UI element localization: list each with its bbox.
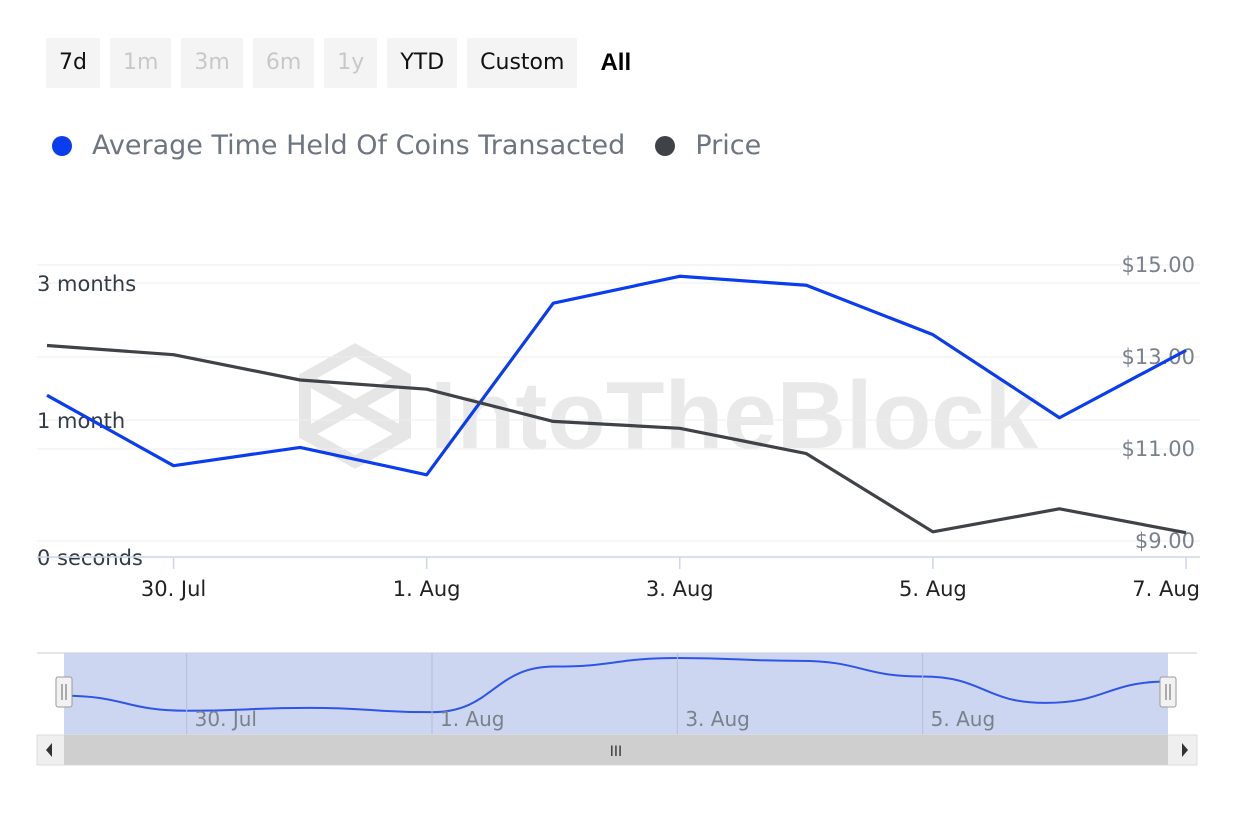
navigator-right-handle[interactable] [1159,676,1177,708]
watermark-text: IntoTheBlock [430,362,1039,469]
right-tick-label: $15.00 [1122,253,1195,277]
x-tick-label: 7. Aug [1132,577,1200,601]
series-group [46,274,1187,535]
navigator-label: 30. Jul [195,707,257,731]
legend-label: Average Time Held Of Coins Transacted [92,130,626,161]
legend-dot-icon [655,135,676,156]
x-axis: 30. Jul 1. Aug 3. Aug 5. Aug 7. Aug [37,556,1200,601]
navigator-selection [64,653,1168,735]
x-tick-label: 3. Aug [646,577,714,601]
scrollbar-grip-icon: III [610,744,622,760]
scrollbar-thumb [64,735,1168,765]
navigator-left-handle[interactable] [55,676,73,708]
scroll-left-arrow-icon[interactable] [46,743,52,757]
series-line-price [46,343,1187,535]
navigator-scrollbar[interactable]: III [36,734,1198,766]
range-selector: 7d 1m 3m 6m 1y YTD Custom All [46,38,644,88]
range-button-6m: 6m [252,38,315,88]
range-button-7d[interactable]: 7d [46,38,100,88]
left-tick-label: 3 months [37,272,136,296]
left-tick-label: 0 seconds [37,546,143,570]
navigator-label: 1. Aug [440,707,505,731]
navigator-series-line [63,656,1169,714]
scroll-right-arrow-icon[interactable] [1182,743,1188,757]
watermark-logo-icon [299,343,411,469]
right-axis: $9.00$11.00$13.00$15.00 [1122,253,1195,553]
legend-label: Price [695,130,762,161]
range-button-1m: 1m [109,38,172,88]
legend-item-0[interactable]: Average Time Held Of Coins Transacted [52,130,625,161]
handle-box [1159,676,1177,708]
legend-item-1[interactable]: Price [655,130,761,161]
range-button-3m: 3m [181,38,243,88]
x-tick-label: 30. Jul [141,577,206,601]
range-button-custom[interactable]: Custom [467,38,578,88]
x-tick-label: 1. Aug [393,577,461,601]
handle-box [55,676,73,708]
grid-lines [37,264,1200,542]
chart-legend: Average Time Held Of Coins Transacted Pri… [52,130,791,161]
navigator[interactable]: 30. Jul 1. Aug 3. Aug 5. Aug III [36,652,1198,766]
navigator-label: 3. Aug [685,707,750,731]
right-tick-label: $11.00 [1122,437,1195,461]
range-button-ytd[interactable]: YTD [387,38,458,88]
x-tick-label: 5. Aug [899,577,967,601]
legend-dot-icon [52,135,72,156]
series-line-avg-time-held [46,274,1187,477]
range-button-all[interactable]: All [600,49,632,76]
navigator-label: 5. Aug [931,707,996,731]
range-button-1y: 1y [324,38,378,88]
